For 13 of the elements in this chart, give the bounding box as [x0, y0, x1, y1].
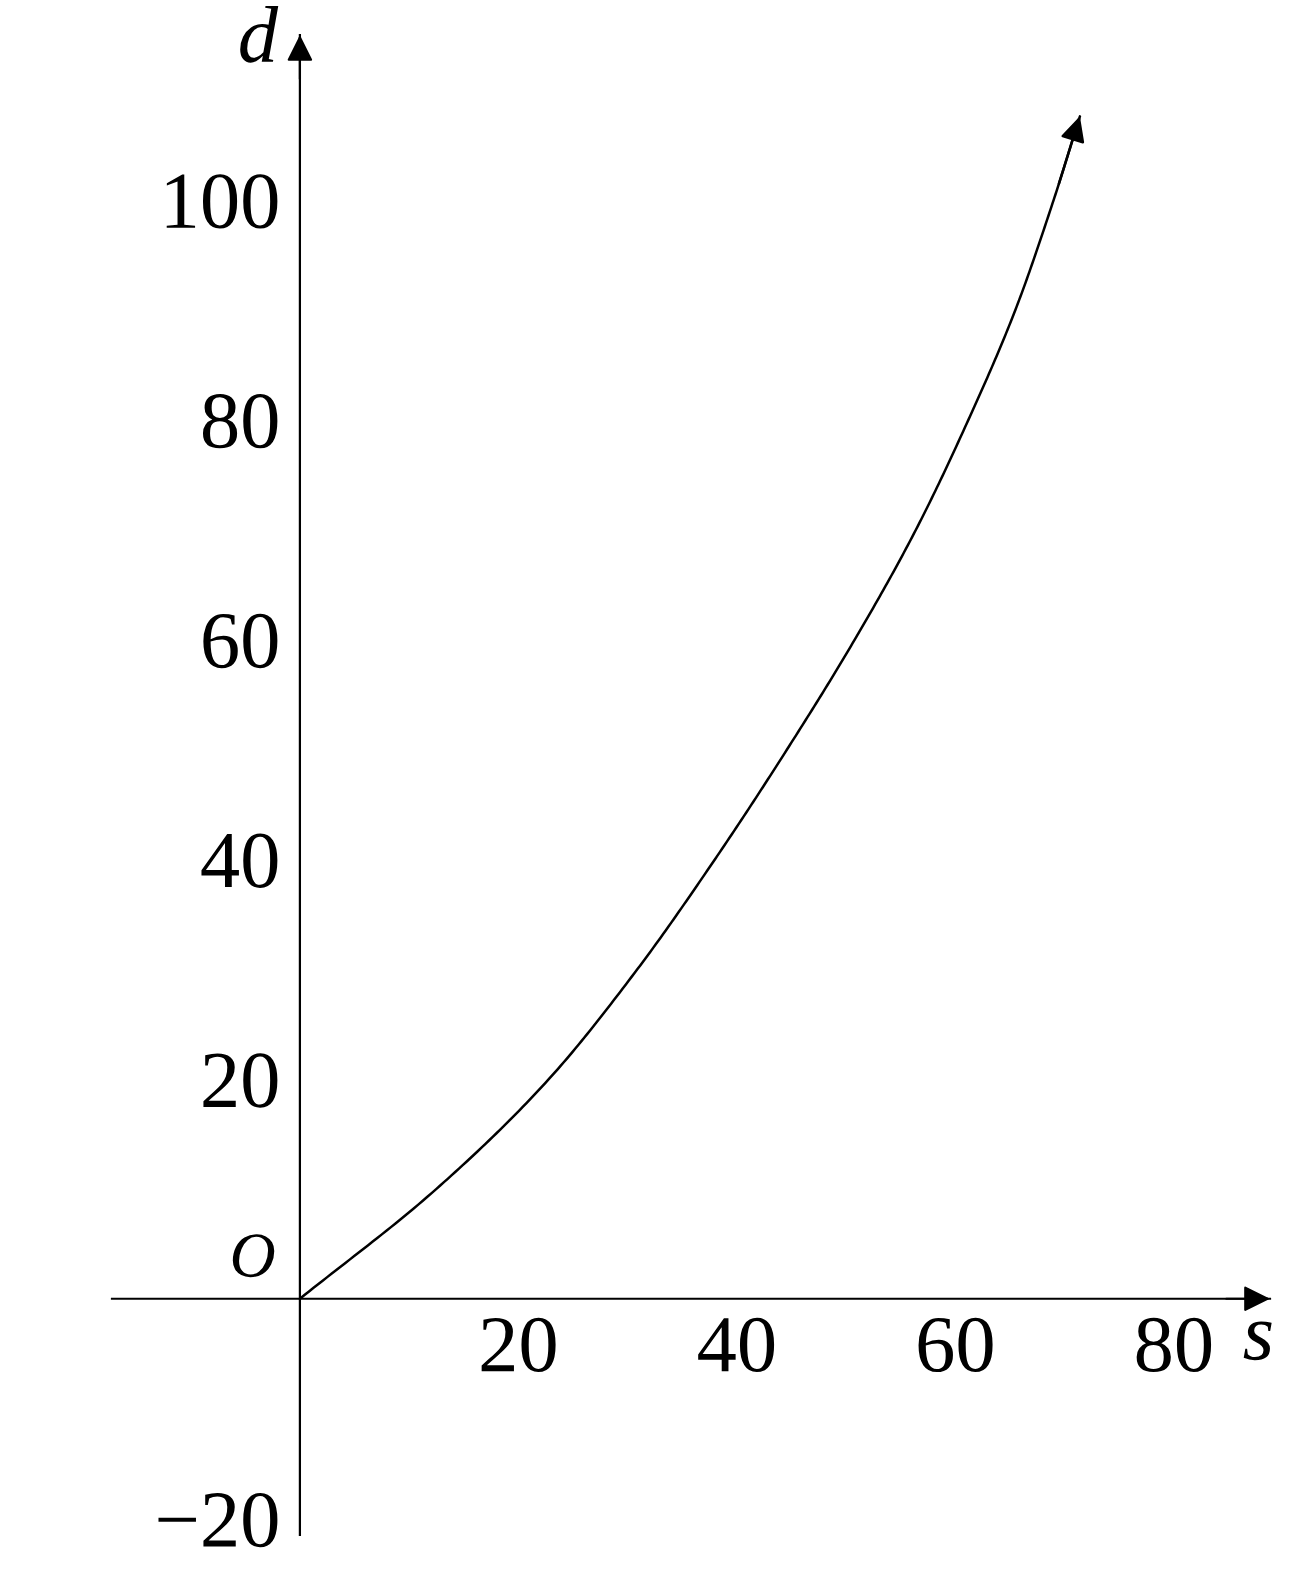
annotation: O [232, 1234, 275, 1278]
x-tick-label: 60 [918, 1317, 993, 1373]
y-tick-label: 80 [202, 393, 278, 449]
y-tick-label: 40 [201, 833, 278, 888]
x-tick-label: 40 [698, 1317, 775, 1373]
y-tick-label: 60 [203, 613, 278, 669]
x-axis-title: s [1243, 1321, 1272, 1361]
x-tick-label: 80 [1136, 1317, 1212, 1373]
y-tick-label: 100 [166, 174, 278, 229]
y-axis-title: d [240, 5, 279, 63]
y-tick-label: 20 [203, 1053, 278, 1108]
y-tick-label: −20 [158, 1492, 278, 1548]
x-tick-label: 20 [481, 1317, 556, 1373]
